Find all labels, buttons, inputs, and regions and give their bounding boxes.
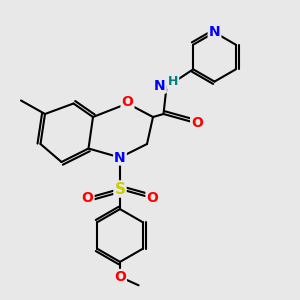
Text: N: N	[114, 151, 126, 164]
Text: O: O	[191, 116, 203, 130]
Text: S: S	[115, 182, 125, 196]
Text: N: N	[154, 79, 166, 92]
Text: O: O	[82, 191, 94, 205]
Text: N: N	[209, 26, 220, 39]
Text: O: O	[114, 270, 126, 284]
Text: H: H	[168, 75, 178, 88]
Text: O: O	[146, 191, 158, 205]
Text: O: O	[122, 95, 134, 109]
